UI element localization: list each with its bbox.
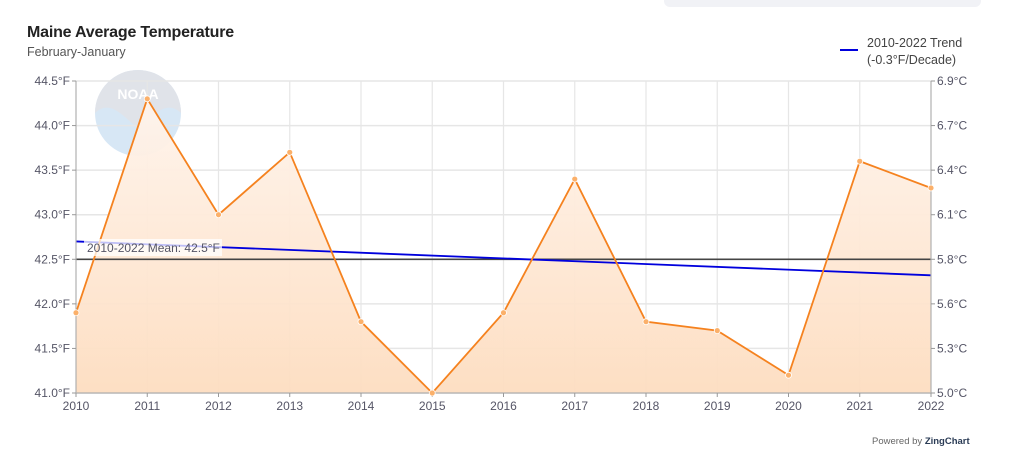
svg-text:6.9°C: 6.9°C: [937, 74, 967, 88]
svg-text:44.0°F: 44.0°F: [35, 119, 70, 133]
mean-annotation: 2010-2022 Mean: 42.5°F: [84, 239, 222, 256]
data-point[interactable]: [856, 157, 864, 165]
svg-text:2020: 2020: [775, 399, 802, 413]
temperature-area: [76, 98, 931, 393]
svg-text:6.1°C: 6.1°C: [937, 208, 967, 222]
svg-text:2021: 2021: [846, 399, 873, 413]
svg-text:2010: 2010: [63, 399, 90, 413]
axis-labels: 44.5°F 44.0°F 43.5°F 43.0°F 42.5°F 42.0°F 41.5…: [35, 74, 968, 413]
data-points[interactable]: [72, 95, 935, 397]
data-point[interactable]: [927, 184, 935, 192]
svg-text:42.5°F: 42.5°F: [35, 252, 70, 266]
data-point[interactable]: [785, 371, 792, 379]
data-point[interactable]: [713, 327, 721, 335]
chart-subtitle: February-January: [27, 45, 126, 59]
svg-text:5.0°C: 5.0°C: [937, 386, 967, 400]
svg-text:44.5°F: 44.5°F: [35, 74, 70, 88]
data-point[interactable]: [357, 318, 365, 326]
svg-text:2022: 2022: [918, 399, 945, 413]
top-search-bar: [664, 0, 981, 7]
svg-text:2012: 2012: [205, 399, 232, 413]
svg-text:2019: 2019: [704, 399, 731, 413]
svg-text:2016: 2016: [490, 399, 517, 413]
axes: [72, 80, 935, 397]
data-point[interactable]: [72, 309, 80, 317]
data-point[interactable]: [500, 309, 507, 317]
svg-text:6.4°C: 6.4°C: [937, 163, 967, 177]
data-point[interactable]: [642, 318, 650, 326]
svg-text:2018: 2018: [633, 399, 660, 413]
svg-text:41.5°F: 41.5°F: [35, 341, 70, 355]
svg-text:41.0°F: 41.0°F: [35, 386, 70, 400]
legend-trend-label: 2010-2022 Trend (-0.3°F/Decade): [867, 36, 963, 67]
svg-text:2013: 2013: [276, 399, 303, 413]
data-point[interactable]: [571, 175, 579, 183]
data-point[interactable]: [286, 148, 294, 156]
svg-text:2014: 2014: [348, 399, 375, 413]
svg-text:2015: 2015: [419, 399, 446, 413]
svg-text:2017: 2017: [561, 399, 588, 413]
legend-trend-swatch: [840, 49, 858, 51]
powered-by-zingchart[interactable]: Powered by ZingChart: [872, 436, 970, 447]
svg-text:2011: 2011: [134, 399, 160, 413]
svg-text:42.0°F: 42.0°F: [35, 297, 70, 311]
svg-text:5.8°C: 5.8°C: [937, 252, 967, 266]
legend[interactable]: 2010-2022 Trend (-0.3°F/Decade): [840, 35, 962, 69]
chart-title: Maine Average Temperature: [27, 24, 234, 41]
svg-text:43.5°F: 43.5°F: [35, 163, 70, 177]
svg-text:5.6°C: 5.6°C: [937, 297, 967, 311]
svg-text:2010-2022 Mean: 42.5°F: 2010-2022 Mean: 42.5°F: [87, 241, 220, 255]
data-point[interactable]: [428, 389, 436, 397]
svg-text:NOAA: NOAA: [117, 86, 158, 102]
svg-text:43.0°F: 43.0°F: [35, 208, 70, 222]
svg-text:6.7°C: 6.7°C: [937, 119, 967, 133]
data-point[interactable]: [143, 95, 151, 103]
data-point[interactable]: [215, 211, 222, 219]
svg-text:5.3°C: 5.3°C: [937, 341, 967, 355]
